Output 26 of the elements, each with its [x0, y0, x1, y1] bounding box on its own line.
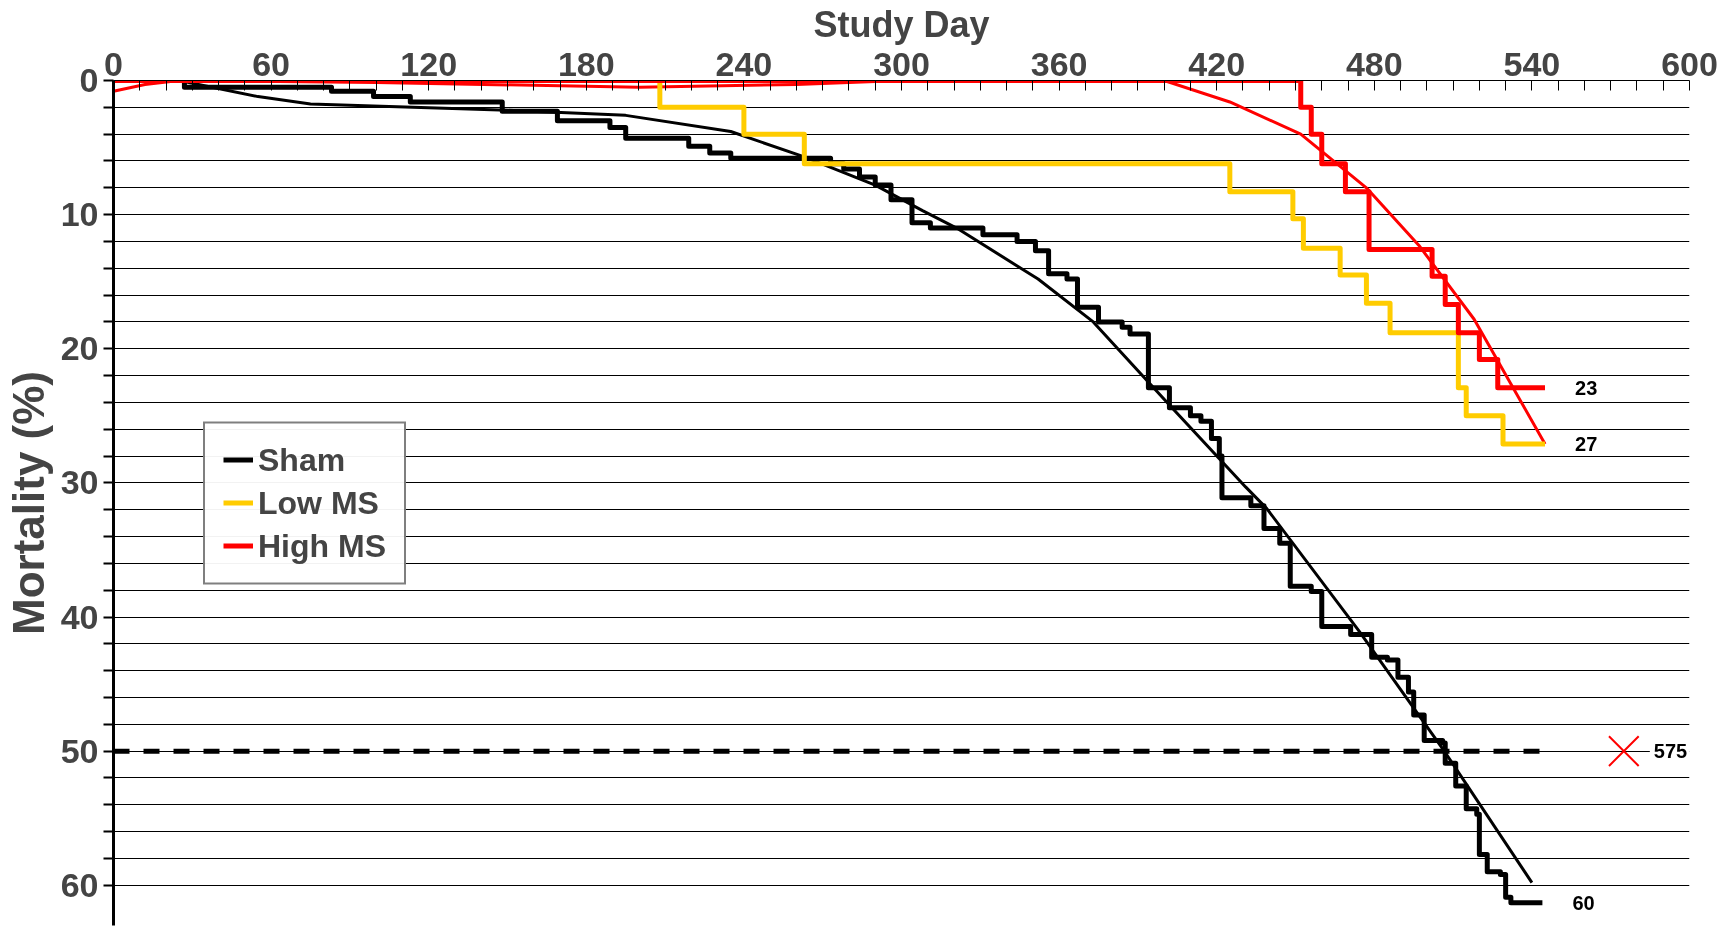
annotation: 27 [1575, 432, 1598, 455]
annotation: 23 [1575, 376, 1598, 399]
x-tick-label: 480 [1345, 44, 1403, 83]
legend-label: Sham [258, 441, 346, 478]
y-tick-label: 20 [60, 329, 99, 368]
x-tick-label: 420 [1188, 44, 1246, 83]
x-tick-label: 300 [873, 44, 930, 83]
y-tick-label: 10 [60, 195, 99, 234]
annotation: 60 [1572, 891, 1595, 914]
y-tick-label: 60 [60, 865, 99, 904]
y-tick-label: 40 [60, 597, 99, 636]
annotation: 575 [1653, 740, 1688, 763]
x-tick-label: 360 [1030, 44, 1088, 83]
x-tick-label: 120 [400, 44, 458, 83]
legend-label: Low MS [258, 484, 379, 521]
y-tick-label: 30 [60, 463, 99, 502]
x-tick-label: 60 [252, 44, 291, 83]
y-axis-title: Mortality (%) [3, 371, 53, 635]
x-tick-label: 540 [1503, 44, 1561, 83]
y-tick-label: 50 [60, 731, 99, 770]
x-tick-label: 180 [557, 44, 615, 83]
x-tick-label: 0 [104, 44, 123, 83]
x-tick-label: 240 [715, 44, 773, 83]
legend-label: High MS [258, 527, 386, 564]
x-axis-title: Study Day [813, 3, 990, 45]
x-tick-label: 600 [1661, 44, 1718, 83]
